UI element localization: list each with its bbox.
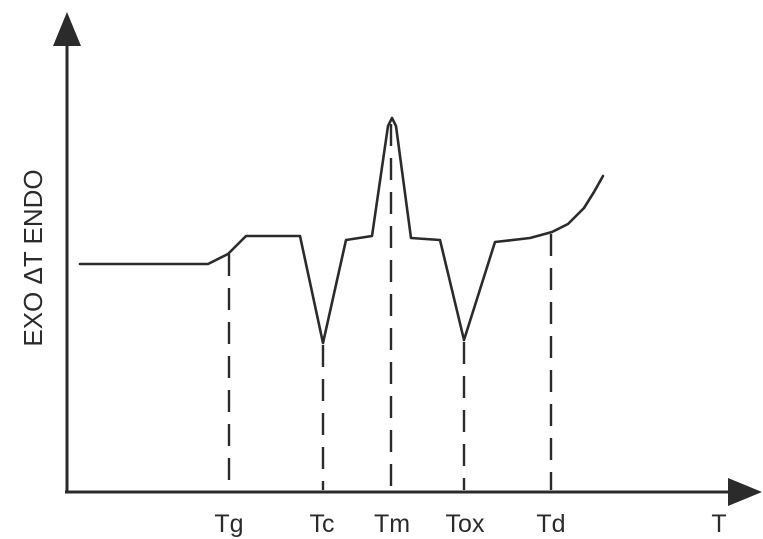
marker-label-tox: Tox (446, 510, 485, 538)
thermogram-curve (78, 116, 605, 345)
marker-label-tg: Tg (214, 510, 243, 538)
y-axis-arrow-icon (53, 12, 81, 46)
x-axis-label: T (711, 510, 726, 538)
x-axis-arrow-icon (728, 478, 762, 506)
marker-label-tm: Tm (374, 510, 410, 538)
y-axis-label: EXO ΔT ENDO (18, 169, 48, 346)
marker-label-td: Td (536, 510, 565, 538)
marker-label-tc: Tc (310, 510, 335, 538)
